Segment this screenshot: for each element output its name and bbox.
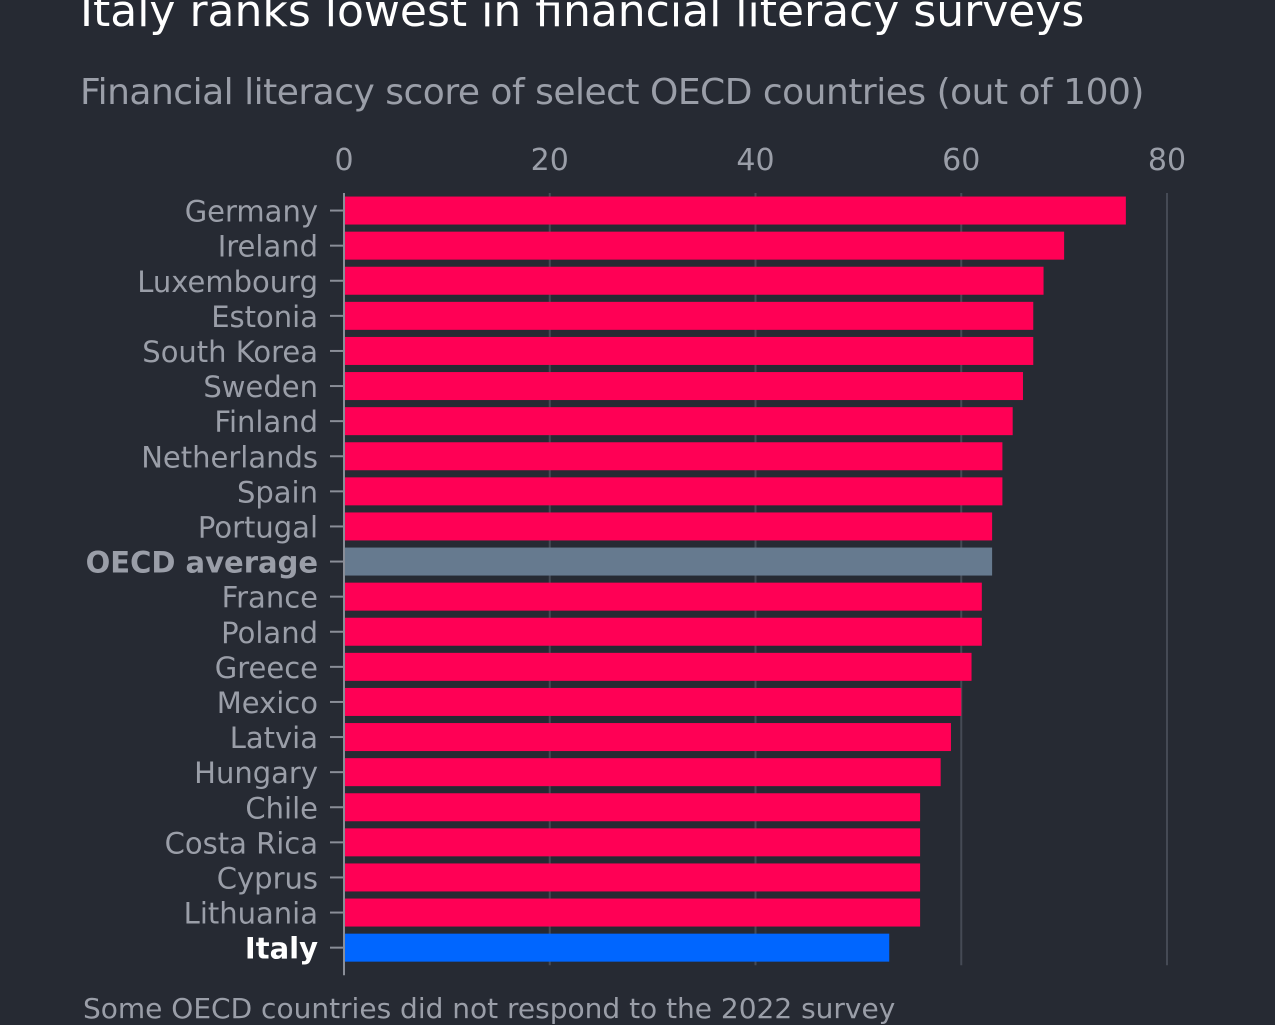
x-tick-label: 0 [334,143,353,178]
category-label: Spain [237,475,318,509]
bar [345,723,951,752]
category-label: Chile [245,791,318,825]
category-label: Netherlands [141,440,318,474]
category-label: OECD average [86,546,318,580]
x-tick-label: 20 [531,143,569,178]
category-label: Sweden [203,370,318,404]
bar [345,407,1013,436]
category-label: Hungary [194,756,318,790]
bar [345,266,1044,295]
bar [345,898,921,927]
bar [345,793,921,822]
bar [345,231,1065,260]
x-tick-label: 40 [736,143,774,178]
chart-note: Some OECD countries did not respond to t… [83,992,896,1025]
category-label: Luxembourg [137,265,318,299]
bar [345,442,1003,471]
x-tick-label: 80 [1148,143,1186,178]
category-label: Latvia [230,721,318,755]
category-label: Poland [221,616,318,650]
bar [345,196,1126,225]
bar [345,687,962,716]
category-label: Germany [185,195,318,229]
category-label: Cyprus [217,861,318,895]
bar [345,863,921,892]
category-label: Italy [245,932,318,966]
category-label: Finland [214,405,318,439]
x-tick-label: 60 [942,143,980,178]
category-label: South Korea [142,335,318,369]
bar [345,933,890,962]
bar [345,758,941,787]
category-label: Mexico [217,686,318,720]
bar [345,336,1034,365]
bar [345,652,972,681]
bar [345,617,982,646]
category-label: Ireland [218,230,318,264]
category-label: Lithuania [184,897,318,931]
category-label: France [222,581,318,615]
chart-title: Italy ranks lowest in financial literacy… [80,0,1085,37]
bar [345,582,982,611]
category-label: Greece [215,651,318,685]
bar [345,828,921,857]
bar [345,372,1023,401]
bar [345,301,1034,330]
category-label: Estonia [211,300,318,334]
chart-subtitle: Financial literacy score of select OECD … [80,72,1144,113]
bar [345,512,993,541]
category-label: Costa Rica [165,826,318,860]
bar [345,547,993,576]
category-label: Portugal [198,510,318,544]
bar [345,477,1003,506]
